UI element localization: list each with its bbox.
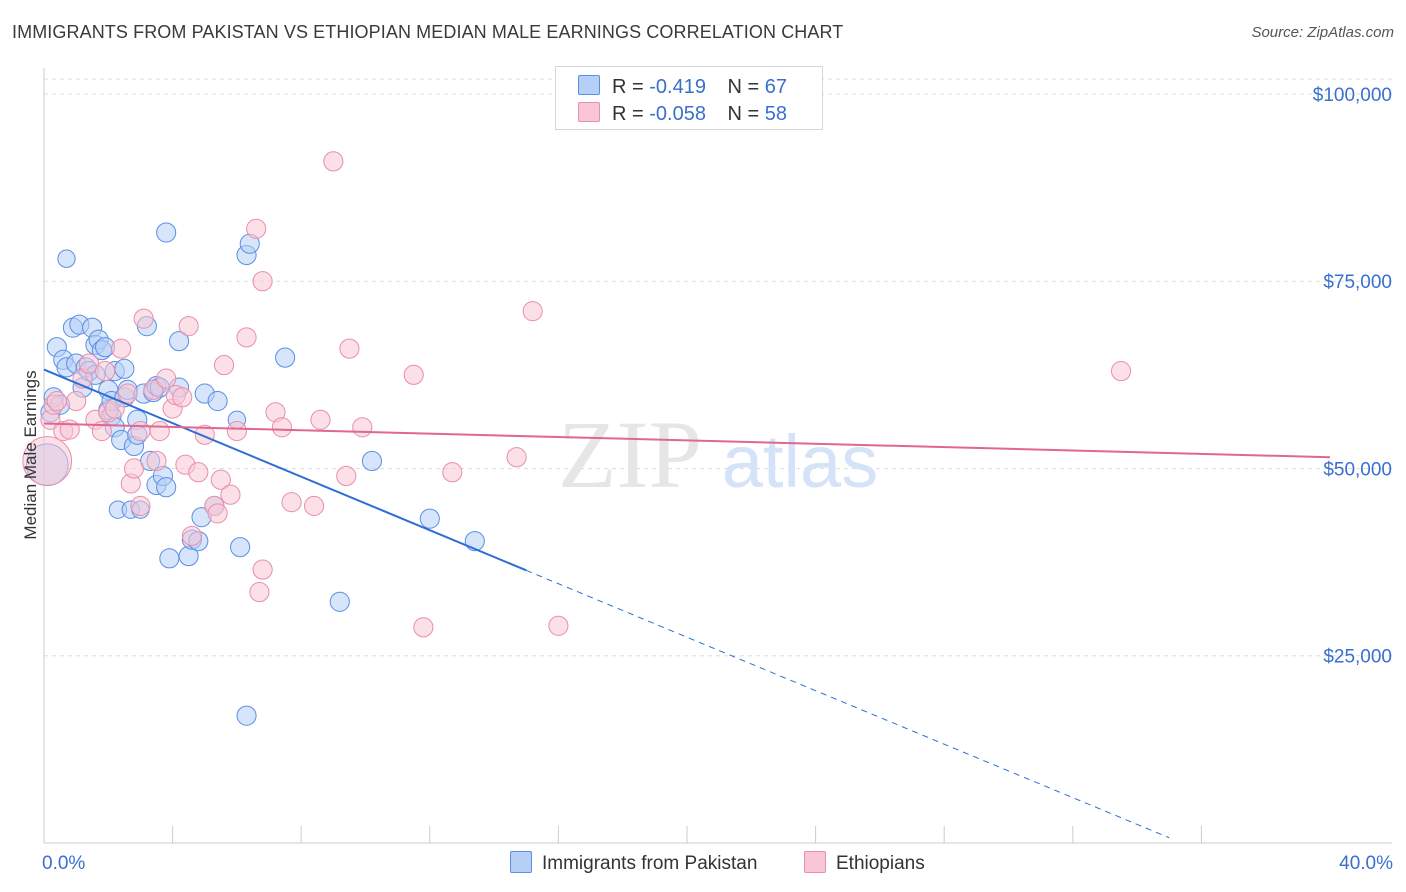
legend-r-value: -0.419 xyxy=(649,76,706,98)
point-pakistan xyxy=(464,531,485,552)
point-ethiopians xyxy=(522,301,543,322)
point-pakistan xyxy=(156,222,177,243)
point-ethiopians xyxy=(249,582,270,603)
bottom-legend-pakistan[interactable]: Immigrants from Pakistan xyxy=(510,851,757,875)
point-ethiopians xyxy=(252,559,273,580)
point-ethiopians xyxy=(188,462,209,483)
axes xyxy=(43,68,1392,844)
watermark-atlas: atlas xyxy=(722,420,878,503)
legend-r-label: R = xyxy=(612,76,644,98)
point-pakistan xyxy=(329,591,350,612)
point-ethiopians xyxy=(181,525,202,546)
point-pakistan xyxy=(236,705,257,726)
point-ethiopians xyxy=(310,409,331,430)
point-ethiopians xyxy=(281,492,302,513)
point-pakistan xyxy=(419,508,440,529)
legend-r-label: R = xyxy=(612,103,644,125)
watermark: ZIP atlas xyxy=(558,401,878,508)
point-ethiopians xyxy=(548,615,569,636)
point-ethiopians xyxy=(303,495,325,516)
watermark-zip: ZIP xyxy=(558,401,702,508)
source-label: Source: ZipAtlas.com xyxy=(1251,24,1394,41)
tick-labels: $25,000 $50,000 $75,000 $100,000 0.0% 40.0% xyxy=(42,85,1393,874)
point-ethiopians xyxy=(323,151,344,172)
point-ethiopians xyxy=(506,447,527,468)
legend-swatch-blue xyxy=(510,851,532,873)
point-ethiopians xyxy=(207,503,228,524)
legend-n-label: N = xyxy=(727,103,760,125)
point-ethiopians xyxy=(95,361,116,382)
point-ethiopians xyxy=(1110,361,1132,382)
point-ethiopians xyxy=(130,495,151,516)
point-ethiopians xyxy=(236,327,257,348)
point-ethiopians xyxy=(403,364,424,385)
y-axis-label: Median Male Earnings xyxy=(21,370,40,539)
point-pakistan xyxy=(114,358,135,379)
point-ethiopians xyxy=(252,271,273,292)
point-ethiopians xyxy=(172,387,193,408)
point-pakistan xyxy=(275,347,296,368)
point-pakistan xyxy=(159,548,180,569)
point-ethiopians xyxy=(22,436,73,486)
point-ethiopians xyxy=(66,391,87,412)
legend-n-value: 58 xyxy=(764,103,788,125)
trend-line-pakistan-extension xyxy=(526,569,1170,839)
point-ethiopians xyxy=(442,462,463,483)
trend-lines xyxy=(43,368,1331,839)
legend-n-label: N = xyxy=(727,76,760,98)
point-pakistan xyxy=(361,450,382,472)
point-ethiopians xyxy=(149,420,170,442)
y-tick-label: $25,000 xyxy=(1323,647,1392,668)
point-ethiopians xyxy=(133,308,154,329)
grid-lines xyxy=(44,78,1392,657)
y-tick-label: $75,000 xyxy=(1323,272,1392,293)
legend-row-pakistan: R = -0.419 N = 67 xyxy=(578,75,787,99)
point-pakistan xyxy=(207,391,228,412)
trend-line-pakistan xyxy=(43,368,527,572)
point-ethiopians xyxy=(123,458,145,479)
point-ethiopians xyxy=(46,391,67,412)
legend-swatch-pink xyxy=(578,102,600,122)
x-tick-label: 40.0% xyxy=(1339,853,1393,874)
bottom-legend-ethiopians[interactable]: Ethiopians xyxy=(804,851,925,875)
legend-row-ethiopians: R = -0.058 N = 58 xyxy=(578,102,787,126)
point-ethiopians xyxy=(339,338,360,359)
point-ethiopians xyxy=(130,420,151,442)
legend-n-value: 67 xyxy=(764,76,788,98)
point-ethiopians xyxy=(143,379,164,400)
point-ethiopians xyxy=(220,484,241,505)
legend-label-pakistan: Immigrants from Pakistan xyxy=(542,853,758,874)
point-pakistan xyxy=(156,477,177,498)
point-ethiopians xyxy=(117,383,138,404)
point-ethiopians xyxy=(111,338,132,359)
legend-label-ethiopians: Ethiopians xyxy=(836,853,925,874)
point-pakistan xyxy=(168,331,190,352)
point-ethiopians xyxy=(213,355,235,376)
point-ethiopians xyxy=(336,465,357,487)
point-ethiopians xyxy=(226,420,247,442)
point-ethiopians xyxy=(59,419,80,440)
point-pakistan xyxy=(57,249,76,268)
point-ethiopians xyxy=(156,368,177,389)
point-ethiopians xyxy=(271,417,292,438)
correlation-legend: R = -0.419 N = 67 R = -0.058 N = 58 xyxy=(555,66,823,130)
point-ethiopians xyxy=(178,316,199,337)
point-pakistan xyxy=(230,537,251,558)
legend-r-value: -0.058 xyxy=(649,103,706,125)
point-ethiopians xyxy=(210,469,231,490)
legend-swatch-blue xyxy=(578,75,600,95)
point-ethiopians xyxy=(146,450,167,472)
legend-swatch-pink xyxy=(804,851,826,873)
chart-title: IMMIGRANTS FROM PAKISTAN VS ETHIOPIAN ME… xyxy=(12,22,844,42)
series-pakistan-points xyxy=(25,222,485,726)
trend-line-ethiopians xyxy=(43,422,1331,459)
point-ethiopians xyxy=(413,617,434,638)
point-ethiopians xyxy=(91,420,112,442)
y-tick-label: $50,000 xyxy=(1323,459,1392,480)
point-ethiopians xyxy=(352,417,373,438)
point-ethiopians xyxy=(246,218,267,239)
y-tick-label: $100,000 xyxy=(1313,85,1392,106)
x-tick-label: 0.0% xyxy=(42,853,85,874)
